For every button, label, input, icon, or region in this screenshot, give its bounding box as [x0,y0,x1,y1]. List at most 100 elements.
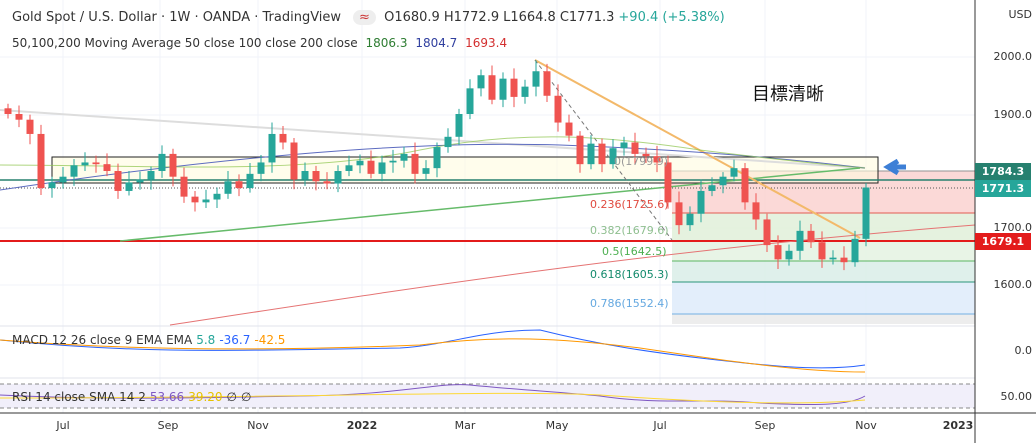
candle [378,162,386,174]
candle [356,160,364,166]
time-label: Nov [855,419,877,432]
candle [499,78,507,100]
macd-tick: 0.0 [1014,344,1033,357]
time-label: Nov [247,419,269,432]
candle [576,135,584,165]
rsi-legend[interactable]: RSI 14 close SMA 14 2 53.66 39.20 ∅ ∅ [12,390,252,404]
candle [675,202,683,226]
candle [48,182,56,189]
symbol-title[interactable]: Gold Spot / U.S. Dollar · 1W · OANDA · T… [12,10,342,25]
ma-legend[interactable]: 50,100,200 Moving Average 50 close 100 c… [12,36,508,50]
candle [92,162,100,165]
fib-label: 0.236(1725.6) [590,198,669,211]
candle [741,168,749,203]
candle [268,133,276,163]
time-label: Sep [157,419,179,432]
candle [235,181,243,189]
annotation-text[interactable]: 目標清晰 [752,84,824,105]
candle [191,196,199,203]
candle [862,187,870,239]
candle [730,168,738,177]
chart-title-legend: Gold Spot / U.S. Dollar · 1W · OANDA · T… [12,10,725,25]
price-tick: 1600.0 [993,278,1033,291]
candle [631,142,639,154]
candle [323,181,331,184]
candle [521,86,529,97]
candle [290,142,298,180]
candle [301,171,309,180]
candle [37,133,45,189]
candle [609,148,617,165]
indicator-toggle-icon[interactable]: ≈ [353,10,376,25]
candle [246,173,254,189]
candle [125,182,133,191]
candle [752,202,760,220]
candle [389,160,397,163]
time-label: Mar [454,419,476,432]
candle [180,176,188,197]
candle [686,213,694,226]
time-label: May [545,419,569,432]
candle [444,136,452,148]
candle [532,71,540,87]
candle [587,143,595,165]
candle [169,153,177,177]
candle [510,78,518,97]
candle [400,153,408,161]
candle [719,176,727,186]
candle [488,75,496,100]
candle [257,162,265,174]
time-label: Sep [754,419,776,432]
candle [334,171,342,184]
fib-label: 0.786(1552.4) [590,297,669,310]
time-label: Jul [56,419,70,432]
candle [224,181,232,194]
candle [433,147,441,169]
candle [455,114,463,137]
time-label: 2023 [942,419,974,432]
time-label: 2022 [346,419,378,432]
candle [114,171,122,191]
candle [279,133,287,143]
candle [213,193,221,200]
candle [565,122,573,136]
candle [796,230,804,251]
candle [774,245,782,260]
rsi-tick: 50.00 [1000,390,1033,403]
candle [411,153,419,174]
price-tag-support: 1679.1 [975,233,1031,250]
candle [543,71,551,96]
candle [785,250,793,260]
candle [477,75,485,89]
candle [763,219,771,246]
price-tick: 1900.0 [993,108,1033,121]
fib-label: 0(1799.9) [614,155,669,168]
candle [345,165,353,171]
macd-legend[interactable]: MACD 12 26 close 9 EMA EMA 5.8 -36.7 -42.5 [12,333,286,347]
candle [708,185,716,191]
currency-label[interactable]: USD [1008,8,1032,21]
candle [136,179,144,183]
candle [840,257,848,263]
candle [554,95,562,123]
range-box [51,156,879,184]
candle [598,143,606,165]
candle [59,176,67,183]
price-tag: 1784.3 [975,163,1031,180]
candle [697,190,705,214]
fib-label: 0.618(1605.3) [590,268,669,281]
candle [466,88,474,114]
candle [158,153,166,171]
price-tick: 1700.0 [993,221,1033,234]
candle [312,171,320,182]
ma-100 [0,143,866,191]
candle [807,230,815,243]
fib-label: 0.5(1642.5) [602,245,667,258]
candle [103,164,111,171]
ma-50 [0,136,866,169]
macd-signal [0,338,866,373]
fib-label: 0.382(1679.6) [590,224,669,237]
candle [70,165,78,177]
rsi-sma [0,392,866,404]
